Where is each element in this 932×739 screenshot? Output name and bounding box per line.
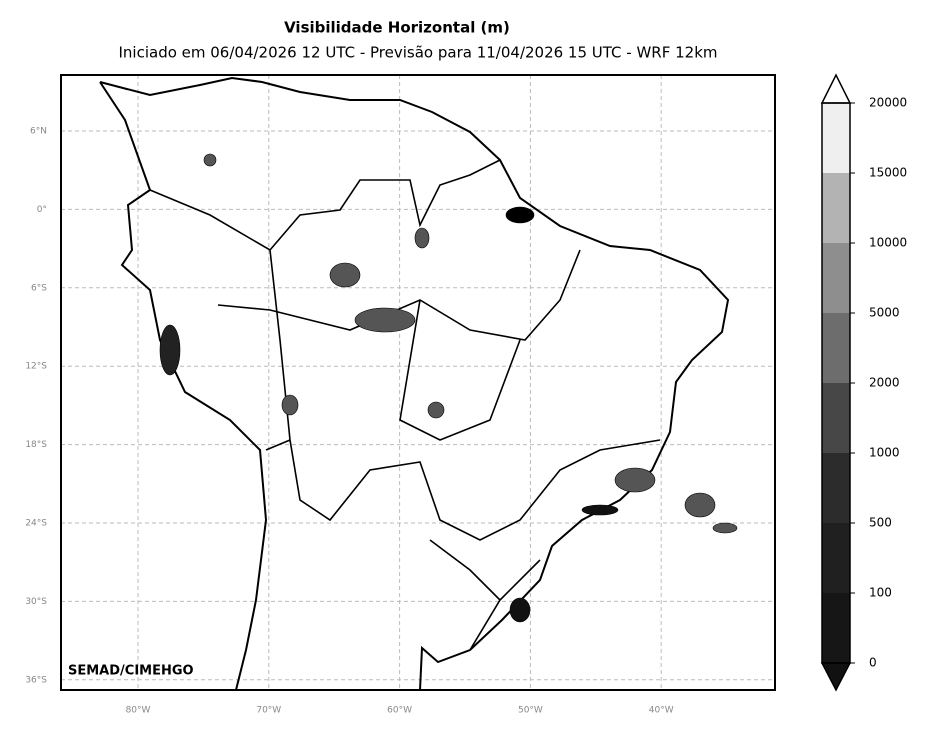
colorbar-segment [822, 103, 850, 173]
colorbar: 0 100 500 1000 2000 5000 10000 15000 20000 [820, 73, 907, 692]
lat-label: 18°S [25, 440, 47, 450]
lat-label: 6°N [30, 127, 47, 137]
colorbar-segment [822, 453, 850, 523]
colorbar-segment [822, 383, 850, 453]
colorbar-tick-label: 20000 [869, 96, 907, 110]
colorbar-tick-label: 500 [869, 516, 892, 530]
coastline [99, 76, 730, 690]
lat-label: 30°S [25, 597, 47, 607]
colorbar-tick-label: 5000 [869, 306, 900, 320]
lat-label: 24°S [25, 519, 47, 529]
lon-label: 50°W [518, 706, 543, 716]
colorbar-tick-label: 10000 [869, 236, 907, 250]
colorbar-over [820, 73, 852, 104]
map-outlines [99, 76, 730, 690]
lon-label: 80°W [126, 706, 151, 716]
colorbar-segment [822, 593, 850, 663]
colorbar-segment [822, 313, 850, 383]
lat-label: 0° [37, 205, 47, 215]
subtitle: Iniciado em 06/04/2026 12 UTC - Previsão… [118, 44, 717, 62]
map-grid [61, 75, 775, 690]
colorbar-tick-label: 0 [869, 656, 877, 670]
colorbar-under [820, 662, 852, 692]
credit: SEMAD/CIMEHGO [68, 664, 194, 679]
colorbar-segment [822, 523, 850, 593]
lon-label: 70°W [256, 706, 281, 716]
colorbar-segment [822, 243, 850, 313]
colorbar-segment [822, 173, 850, 243]
borders [149, 159, 661, 651]
lat-label: 36°S [25, 675, 47, 685]
colorbar-tick-label: 15000 [869, 166, 907, 180]
lat-label: 12°S [25, 362, 47, 372]
map-frame [60, 74, 776, 691]
colorbar-tick-label: 1000 [869, 446, 900, 460]
title: Visibilidade Horizontal (m) [284, 19, 510, 37]
lon-label: 40°W [649, 706, 674, 716]
visibility-patches [159, 153, 738, 623]
lon-label: 60°W [387, 706, 412, 716]
colorbar-tick-label: 2000 [869, 376, 900, 390]
colorbar-tick-label: 100 [869, 586, 892, 600]
lat-label: 6°S [31, 283, 47, 293]
